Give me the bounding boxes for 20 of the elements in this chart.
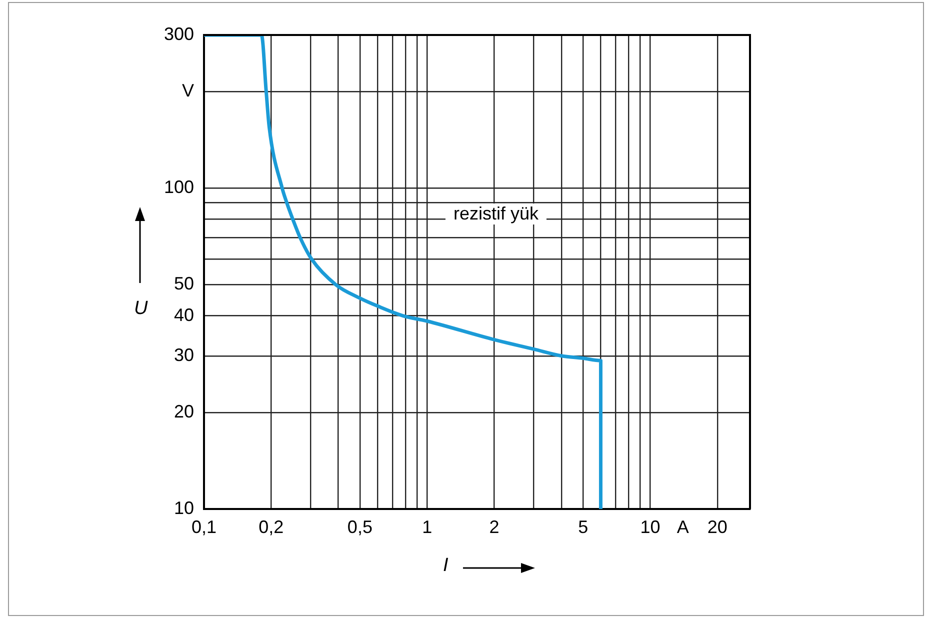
x-tick-label: 10: [640, 516, 660, 537]
x-tick-label: 0,1: [191, 516, 217, 537]
y-tick-label: 100: [164, 177, 194, 198]
x-tick-label: 1: [422, 516, 432, 537]
x-tick-label: 2: [489, 516, 500, 537]
y-tick-label: 50: [174, 274, 194, 294]
y-axis-title: U: [134, 298, 148, 320]
y-tick-label: V: [182, 80, 194, 100]
y-tick-label: 20: [174, 401, 194, 422]
x-tick-label: A: [676, 516, 689, 537]
x-tick-label: 5: [578, 516, 588, 537]
y-tick-label: 300: [164, 24, 194, 44]
x-tick-label: 20: [707, 516, 728, 537]
annotation: rezistif yük: [445, 204, 547, 224]
x-tick-label: 0,5: [347, 516, 372, 537]
x-axis-title: I: [443, 555, 448, 577]
y-tick-label: 10: [174, 498, 194, 518]
y-tick-label: 30: [174, 344, 194, 365]
x-tick-label: 0,2: [258, 516, 284, 537]
y-tick-label: 40: [174, 304, 194, 325]
